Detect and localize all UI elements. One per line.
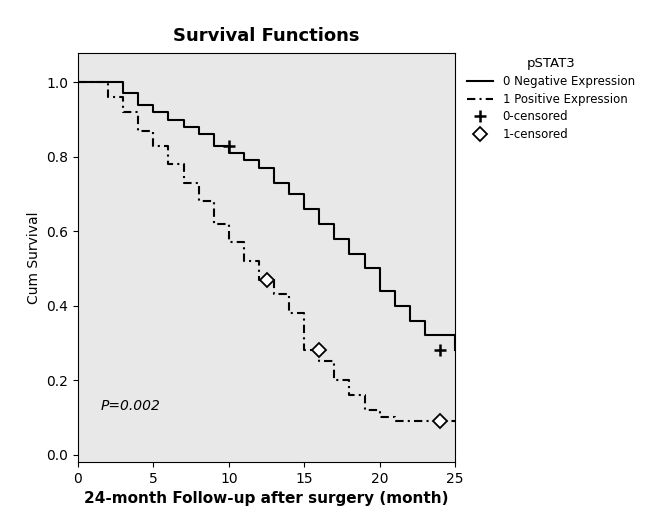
Title: Survival Functions: Survival Functions: [174, 27, 359, 45]
Legend: 0 Negative Expression, 1 Positive Expression, 0-censored, 1-censored: 0 Negative Expression, 1 Positive Expres…: [463, 52, 640, 146]
X-axis label: 24-month Follow-up after surgery (month): 24-month Follow-up after surgery (month): [84, 491, 448, 506]
Y-axis label: Cum Survival: Cum Survival: [27, 211, 41, 303]
Text: P=0.002: P=0.002: [101, 399, 161, 413]
